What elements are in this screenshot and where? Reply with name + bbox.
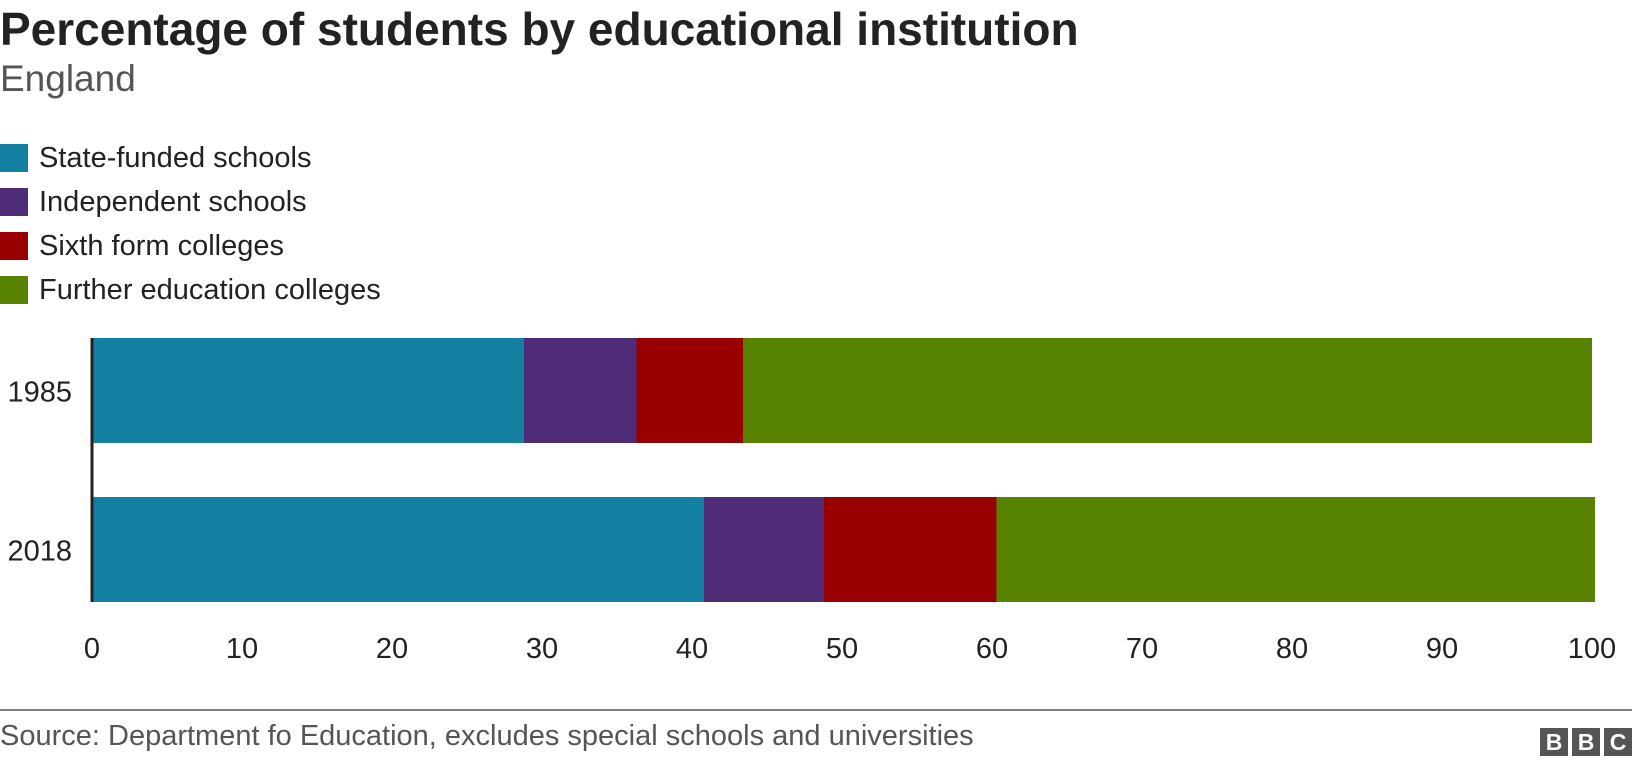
legend: State-funded schools Independent schools…: [0, 136, 381, 312]
x-tick-label-40: 40: [676, 633, 708, 665]
x-tick-label-50: 50: [826, 633, 858, 665]
legend-swatch-state-funded: [0, 144, 28, 172]
legend-item-further-education: Further education colleges: [0, 268, 381, 312]
stacked-bar-chart: 1985 2018 0 10 20 30 40 50 60 70 80 90 100: [7, 338, 1616, 665]
bar-2018-series-0: [92, 497, 704, 602]
x-tick-label-70: 70: [1126, 633, 1158, 665]
bar-1985-series-2: [636, 338, 743, 443]
bar-2018-series-1: [704, 497, 824, 602]
x-tick-label-100: 100: [1568, 633, 1616, 665]
x-tick-label-60: 60: [976, 633, 1008, 665]
bar-2018-series-2: [824, 497, 997, 602]
legend-label-sixth-form: Sixth form colleges: [39, 229, 284, 262]
bar-1985-series-0: [92, 338, 524, 443]
footer-divider: [0, 709, 1632, 711]
x-tick-label-10: 10: [226, 633, 258, 665]
x-tick-label-90: 90: [1426, 633, 1458, 665]
x-tick-label-0: 0: [84, 633, 100, 665]
legend-item-sixth-form: Sixth form colleges: [0, 224, 381, 268]
chart-title: Percentage of students by educational in…: [0, 3, 1079, 55]
legend-label-independent: Independent schools: [39, 185, 307, 218]
source-note: Source: Department fo Education, exclude…: [0, 720, 974, 752]
x-tick-label-30: 30: [526, 633, 558, 665]
legend-swatch-further-education: [0, 276, 28, 304]
bbc-logo-letter-c: C: [1604, 728, 1632, 756]
bar-1985-series-3: [743, 338, 1592, 443]
bbc-logo-letter-b1: B: [1540, 728, 1568, 756]
x-tick-label-80: 80: [1276, 633, 1308, 665]
legend-swatch-independent: [0, 188, 28, 216]
x-tick-label-20: 20: [376, 633, 408, 665]
legend-item-state-funded: State-funded schools: [0, 136, 381, 180]
legend-item-independent: Independent schools: [0, 180, 381, 224]
legend-label-further-education: Further education colleges: [39, 273, 381, 306]
bbc-logo-letter-b2: B: [1572, 728, 1600, 756]
bar-1985-series-1: [524, 338, 637, 443]
chart-subtitle: England: [0, 58, 136, 99]
legend-swatch-sixth-form: [0, 232, 28, 260]
bbc-logo: B B C: [1540, 728, 1632, 756]
category-label-1985: 1985: [7, 377, 72, 409]
legend-label-state-funded: State-funded schools: [39, 141, 312, 174]
bar-2018-series-3: [996, 497, 1595, 602]
category-label-2018: 2018: [7, 536, 72, 568]
